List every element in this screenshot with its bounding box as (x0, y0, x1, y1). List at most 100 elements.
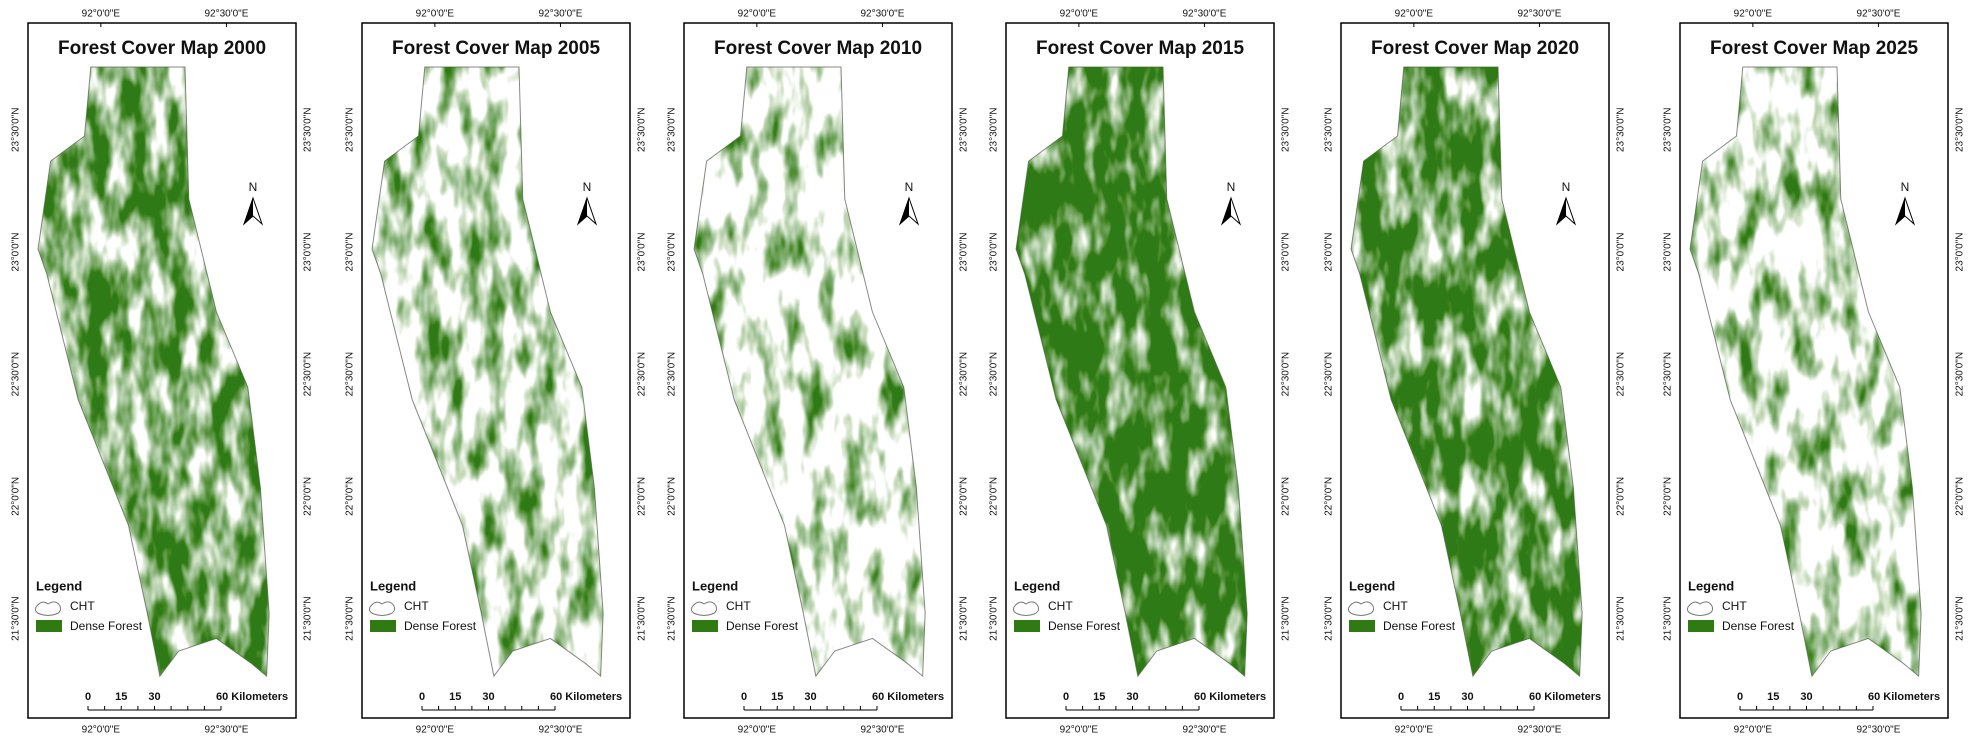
panel-title: Forest Cover Map 2000 (58, 38, 266, 59)
north-arrow-half (578, 198, 587, 224)
legend-cht: CHT (1383, 599, 1408, 613)
legend-cht-icon (1348, 601, 1374, 616)
legend-forest-icon (36, 620, 62, 632)
legend-forest: Dense Forest (404, 619, 477, 633)
lat-label-left: 21°30'0"N (1324, 596, 1335, 641)
legend-forest-icon (370, 620, 396, 632)
scale-label: 30 (804, 691, 816, 703)
north-label: N (905, 180, 914, 194)
scale-label: 15 (771, 691, 783, 703)
scale-end: 60 Kilometers (1868, 691, 1940, 703)
legend-forest: Dense Forest (70, 619, 143, 633)
lon-label-bottom: 92°30'0"E (1856, 725, 1900, 736)
legend-forest: Dense Forest (1722, 619, 1795, 633)
lat-label-right: 22°0'0"N (303, 477, 314, 516)
legend-cht: CHT (70, 599, 95, 613)
lat-label-left: 23°30'0"N (989, 108, 1000, 153)
scale-label: 15 (449, 691, 461, 703)
lon-label-bottom: 92°0'0"E (416, 725, 455, 736)
panel-frame (27, 22, 297, 719)
scale-label: 30 (1800, 691, 1812, 703)
lon-label-top: 92°0'0"E (1395, 9, 1434, 20)
lat-label-right: 23°0'0"N (1281, 233, 1292, 272)
lat-label-right: 21°30'0"N (1616, 596, 1627, 641)
lat-label-right: 21°30'0"N (959, 596, 970, 641)
lat-label-left: 21°30'0"N (11, 596, 22, 641)
north-label: N (583, 180, 592, 194)
lat-label-right: 23°30'0"N (1955, 108, 1966, 153)
lon-label-top: 92°0'0"E (1060, 9, 1099, 20)
scale-label: 15 (1767, 691, 1779, 703)
lat-label-right: 22°0'0"N (637, 477, 648, 516)
panel-title: Forest Cover Map 2020 (1371, 38, 1579, 59)
scale-label: 0 (1737, 691, 1743, 703)
lat-label-left: 23°0'0"N (1324, 233, 1335, 272)
map-panel: Forest Cover Map 2005 92°0'0"E 92°0'0"E 92°… (345, 9, 648, 736)
lat-label-left: 23°0'0"N (1663, 233, 1674, 272)
legend-forest: Dense Forest (1383, 619, 1456, 633)
lat-label-left: 21°30'0"N (667, 596, 678, 641)
legend-title: Legend (692, 578, 738, 593)
north-label: N (249, 180, 258, 194)
lat-label-left: 22°30'0"N (345, 352, 356, 397)
north-arrow-half (1557, 198, 1566, 224)
dense-forest (1351, 66, 1583, 677)
lat-label-right: 21°30'0"N (1955, 596, 1966, 641)
panel-frame (361, 22, 631, 719)
scale-label: 0 (741, 691, 747, 703)
lat-label-right: 23°30'0"N (1616, 108, 1627, 153)
legend-cht-icon (691, 601, 717, 616)
lat-label-left: 23°0'0"N (345, 233, 356, 272)
panel-frame (1340, 22, 1610, 719)
legend-forest: Dense Forest (1048, 619, 1121, 633)
legend-cht: CHT (1722, 599, 1747, 613)
legend-forest-icon (692, 620, 718, 632)
scale-label: 0 (1063, 691, 1069, 703)
lat-label-left: 22°30'0"N (11, 352, 22, 397)
map-panel: Forest Cover Map 2015 92°0'0"E 92°0'0"E 92°… (989, 9, 1292, 736)
lon-label-bottom: 92°30'0"E (538, 725, 582, 736)
legend-title: Legend (370, 578, 416, 593)
lon-label-top: 92°0'0"E (1734, 9, 1773, 20)
lat-label-left: 23°30'0"N (1663, 108, 1674, 153)
lat-label-left: 22°0'0"N (989, 477, 1000, 516)
map-panel: Forest Cover Map 2000 92°0'0"E 92°0'0"E 92°… (11, 9, 314, 736)
lon-label-top: 92°0'0"E (738, 9, 777, 20)
lon-label-bottom: 92°0'0"E (738, 725, 777, 736)
lat-label-left: 22°30'0"N (667, 352, 678, 397)
panel-frame (1005, 22, 1275, 719)
scale-end: 60 Kilometers (872, 691, 944, 703)
legend-title: Legend (1688, 578, 1734, 593)
lon-label-top: 92°0'0"E (82, 9, 121, 20)
lon-label-bottom: 92°30'0"E (1182, 725, 1226, 736)
lat-label-left: 23°30'0"N (11, 108, 22, 153)
lon-label-bottom: 92°30'0"E (1517, 725, 1561, 736)
lat-label-right: 23°0'0"N (1616, 233, 1627, 272)
lat-label-right: 22°0'0"N (1616, 477, 1627, 516)
lat-label-left: 21°30'0"N (989, 596, 1000, 641)
legend-cht: CHT (1048, 599, 1073, 613)
lat-label-right: 21°30'0"N (1281, 596, 1292, 641)
panel-frame (1679, 22, 1949, 719)
scale-label: 30 (1126, 691, 1138, 703)
scale-end: 60 Kilometers (550, 691, 622, 703)
legend-title: Legend (1014, 578, 1060, 593)
lat-label-right: 22°30'0"N (637, 352, 648, 397)
lon-label-top: 92°30'0"E (1856, 9, 1900, 20)
scale-label: 0 (1398, 691, 1404, 703)
scale-label: 0 (419, 691, 425, 703)
legend-forest-icon (1688, 620, 1714, 632)
lat-label-right: 22°0'0"N (1281, 477, 1292, 516)
legend-cht-icon (1687, 601, 1713, 616)
legend-forest-icon (1014, 620, 1040, 632)
scale-label: 15 (1093, 691, 1105, 703)
legend-title: Legend (36, 578, 82, 593)
north-arrow-half (1222, 198, 1231, 224)
lon-label-bottom: 92°30'0"E (860, 725, 904, 736)
dense-forest (372, 66, 604, 677)
north-arrow-half (900, 198, 909, 224)
lat-label-right: 22°30'0"N (1955, 352, 1966, 397)
lon-label-bottom: 92°0'0"E (1060, 725, 1099, 736)
legend-forest-icon (1349, 620, 1375, 632)
